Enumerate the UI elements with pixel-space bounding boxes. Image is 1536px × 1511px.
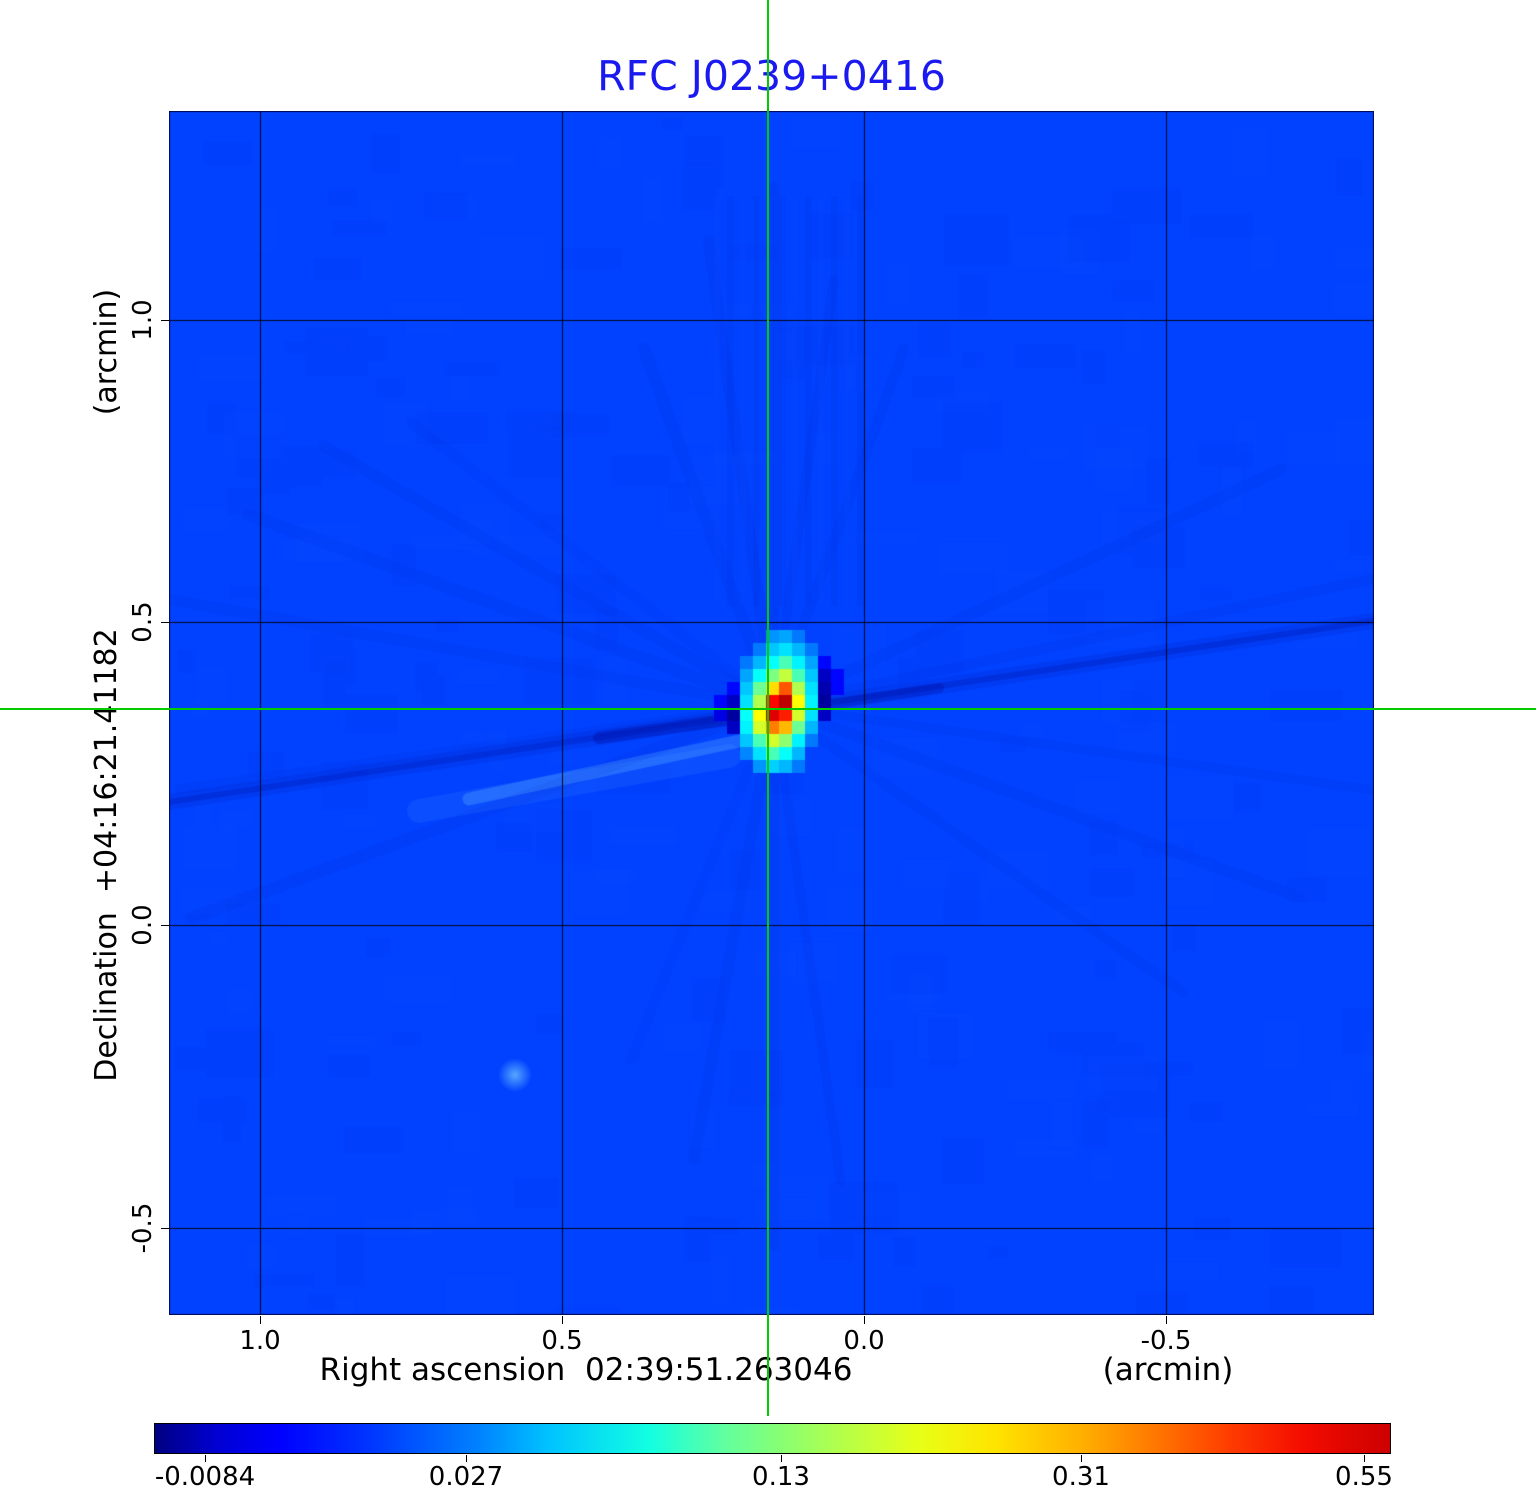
x-tick-label: 1.0 [239,1326,281,1356]
y-axis-tick [161,320,169,321]
colorbar-tick [781,1455,782,1462]
colorbar-tick-label: 0.13 [752,1462,810,1492]
colorbar-tick-label: 0.027 [428,1462,504,1492]
x-axis-tick [260,1316,261,1324]
colorbar-tick-label: 0.31 [1052,1462,1110,1492]
sky-map [169,111,1374,1315]
y-tick-label: 1.0 [128,299,158,341]
x-axis-label: Right ascension 02:39:51.263046 [319,1352,853,1388]
x-axis-tick [864,1316,865,1324]
y-tick-label: -0.5 [128,1202,158,1254]
x-tick-label: 0.0 [843,1326,885,1356]
colorbar [154,1423,1391,1454]
y-axis-label: Declination +04:16:21.41182 [89,628,124,1082]
colorbar-tick [1364,1455,1365,1462]
y-axis-tick [161,925,169,926]
y-axis-unit: (arcmin) [89,288,124,416]
y-tick-label: 0.0 [128,904,158,946]
colorbar-tick-label: 0.55 [1335,1462,1393,1492]
x-tick-label: -0.5 [1140,1326,1192,1356]
x-tick-label: 0.5 [541,1326,583,1356]
x-axis-tick [1166,1316,1167,1324]
colorbar-tick [1081,1455,1082,1462]
colorbar-tick [466,1455,467,1462]
x-axis-unit: (arcmin) [1102,1352,1234,1388]
x-axis-tick [562,1316,563,1324]
y-axis-tick [161,622,169,623]
y-axis-tick [161,1228,169,1229]
plot-title: RFC J0239+0416 [597,52,946,100]
colorbar-tick [205,1455,206,1462]
crosshair-horizontal-line [0,708,1536,710]
colorbar-tick-label: -0.0084 [154,1462,256,1492]
y-tick-label: 0.5 [128,601,158,643]
